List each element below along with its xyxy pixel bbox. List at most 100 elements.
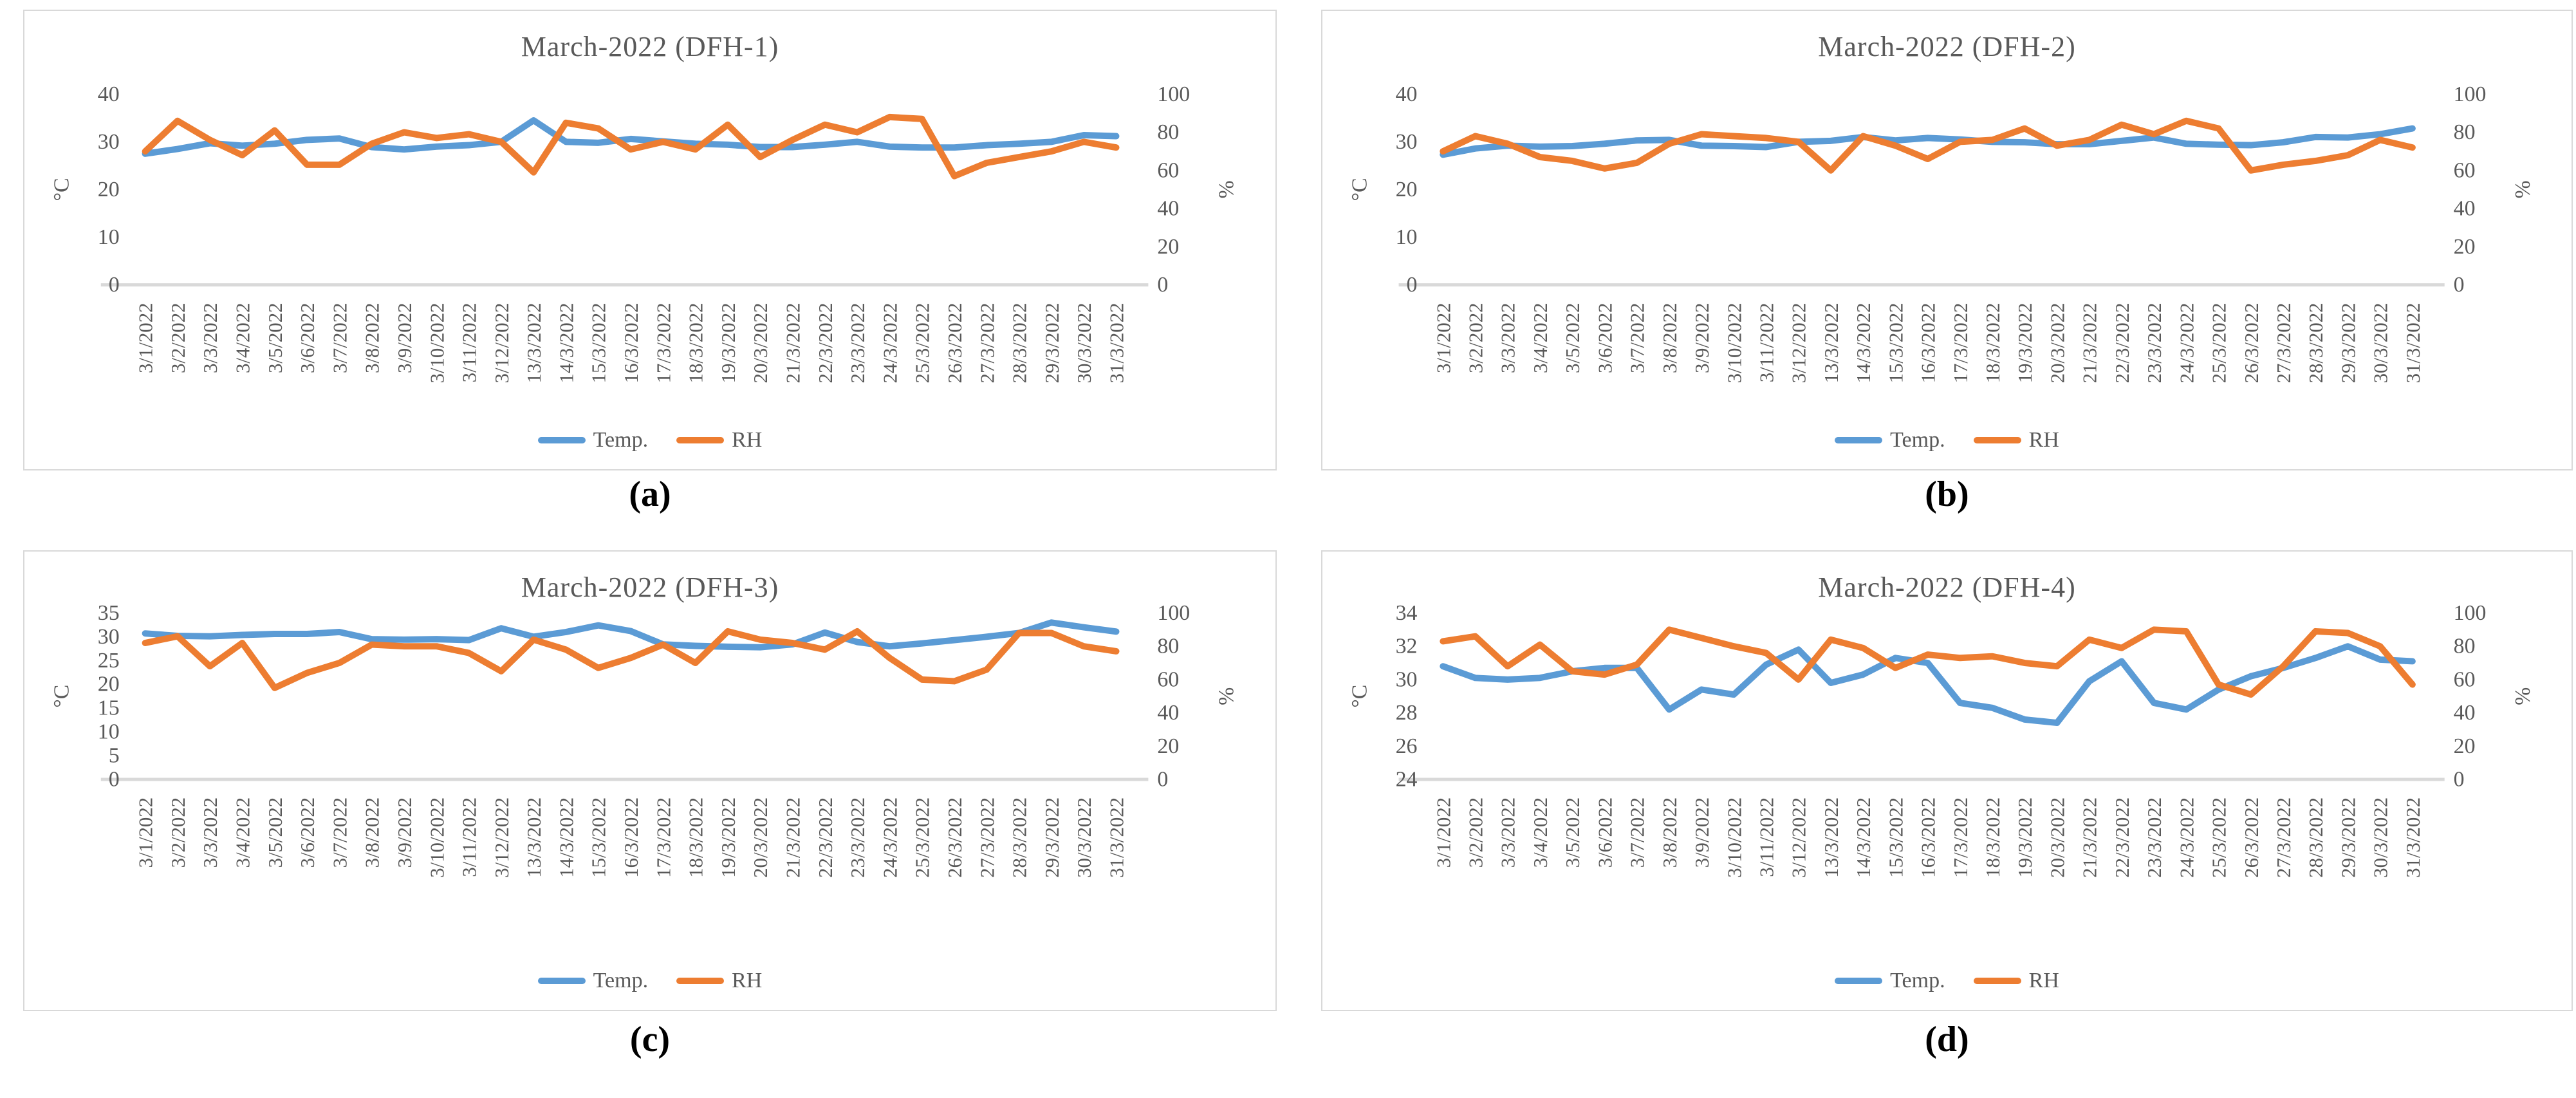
right-axis-tick-label: 20 [1157, 734, 1179, 758]
x-axis-date-label: 3/9/2022 [393, 302, 416, 373]
x-axis-date-label: 3/9/2022 [393, 797, 416, 868]
x-axis-date-label: 3/12/2022 [1788, 302, 1810, 383]
temp-legend-label: Temp. [1890, 969, 1945, 992]
x-axis-date-label: 3/2/2022 [1465, 797, 1487, 868]
rh-legend-label: RH [2028, 428, 2059, 452]
x-axis-date-label: 3/9/2022 [1691, 797, 1713, 868]
right-axis-tick-label: 20 [2454, 235, 2476, 259]
right-axis-tick-label: 0 [1157, 273, 1168, 297]
right-axis-tick-label: 60 [1157, 158, 1179, 182]
right-axis-tick-label: 80 [1157, 120, 1179, 144]
rh-legend-label: RH [2028, 969, 2059, 992]
x-axis-date-label: 26/3/2022 [2241, 302, 2263, 383]
x-axis-date-label: 22/3/2022 [2111, 302, 2133, 383]
x-axis-date-label: 3/9/2022 [1691, 302, 1713, 373]
right-axis-tick-label: 20 [2454, 734, 2476, 758]
x-axis-date-label: 22/3/2022 [2111, 797, 2133, 878]
x-axis-date-label: 3/6/2022 [1594, 302, 1616, 373]
x-axis-date-label: 24/3/2022 [878, 797, 901, 878]
x-axis-date-label: 15/3/2022 [1885, 797, 1907, 878]
x-axis-date-label: 21/3/2022 [2079, 302, 2101, 383]
x-axis-date-label: 3/8/2022 [1659, 797, 1681, 868]
x-axis-date-label: 20/3/2022 [2046, 797, 2068, 878]
x-axis-date-label: 30/3/2022 [2370, 302, 2392, 383]
left-axis-tick-label: 10 [98, 225, 120, 249]
x-axis-date-label: 16/3/2022 [620, 797, 642, 878]
left-axis-tick-label: 20 [98, 673, 120, 696]
x-axis-date-label: 30/3/2022 [1073, 797, 1095, 878]
right-axis-unit-label: % [2511, 180, 2535, 198]
x-axis-date-label: 3/10/2022 [1723, 797, 1745, 878]
x-axis-date-label: 19/3/2022 [717, 797, 739, 878]
left-axis-tick-label: 34 [1396, 601, 1418, 625]
x-axis-date-label: 19/3/2022 [2014, 797, 2036, 878]
x-axis-date-label: 14/3/2022 [1853, 797, 1875, 878]
x-axis-date-label: 28/3/2022 [2305, 797, 2327, 878]
x-axis-date-label: 16/3/2022 [1918, 302, 1940, 383]
rh-line-swatch [1973, 437, 2021, 443]
x-axis-date-label: 17/3/2022 [652, 797, 674, 878]
right-axis-tick-label: 40 [1157, 197, 1179, 221]
x-axis-date-label: 29/3/2022 [1041, 302, 1063, 383]
x-axis-date-label: 3/5/2022 [264, 302, 286, 373]
temp-series-line [1440, 643, 2416, 727]
rh-series-line [142, 628, 1120, 691]
x-axis-date-label: 3/10/2022 [1723, 302, 1745, 383]
right-axis-tick-label: 80 [2454, 635, 2476, 658]
plot-area-d: 34 32 30 28 26 24 100 80 60 40 20 0 °C % 3/1/2022 3/2/2… [1348, 601, 2535, 878]
x-axis-date-label: 3/1/2022 [134, 302, 157, 373]
x-axis-date-label: 27/3/2022 [976, 797, 998, 878]
chart-panel-b: 40 30 20 10 0 100 80 60 40 20 0 °C% 3/1/2022 3/2/2022… [1321, 10, 2573, 470]
chart-title-d: March-2022 (DFH-4) [1818, 572, 2076, 603]
temp-line-swatch [537, 437, 586, 443]
left-axis-tick-label: 28 [1396, 701, 1418, 725]
x-axis-date-label: 31/3/2022 [1105, 797, 1127, 878]
left-axis-unit-label: °C [50, 685, 73, 708]
chart-legend-b: Temp. RH [1322, 428, 2571, 452]
x-axis-date-label: 3/5/2022 [1562, 797, 1584, 868]
rh-line-swatch [676, 437, 725, 443]
legend-item-rh: RH [676, 428, 762, 452]
x-axis-date-label: 3/6/2022 [296, 797, 319, 868]
right-axis-tick-label: 60 [2454, 158, 2476, 182]
x-axis-date-label: 22/3/2022 [814, 797, 837, 878]
x-axis-date-label: 23/3/2022 [2144, 797, 2165, 878]
x-axis-date-label: 3/3/2022 [1497, 797, 1519, 868]
x-axis-date-label: 13/3/2022 [1821, 797, 1842, 878]
left-axis-tick-label: 30 [98, 130, 120, 154]
legend-item-temp: Temp. [1835, 428, 1945, 452]
panel-letter-b: (b) [1925, 474, 1969, 514]
left-axis-tick-label: 20 [1396, 178, 1418, 201]
x-axis-date-label: 14/3/2022 [555, 302, 577, 383]
left-axis-tick-label: 24 [1396, 768, 1418, 792]
x-axis-date-label: 26/3/2022 [943, 797, 966, 878]
x-axis-date-label: 17/3/2022 [652, 302, 674, 383]
x-axis-date-label: 3/4/2022 [1530, 797, 1552, 868]
x-axis-date-label: 27/3/2022 [976, 302, 998, 383]
x-axis-date-label: 3/4/2022 [1530, 302, 1552, 373]
left-axis-tick-label: 30 [1396, 667, 1418, 691]
left-axis-tick-label: 20 [98, 178, 120, 201]
x-axis-date-label: 23/3/2022 [2144, 302, 2165, 383]
x-axis-date-label: 18/3/2022 [685, 797, 707, 878]
left-axis-tick-label: 15 [98, 696, 120, 720]
x-axis-date-label: 3/11/2022 [458, 797, 481, 877]
x-axis-date-label: 27/3/2022 [2273, 797, 2295, 878]
chart-legend-a: Temp. RH [24, 428, 1275, 452]
x-axis-date-label: 3/3/2022 [199, 797, 221, 868]
temp-series-line [142, 117, 1120, 157]
x-axis-date-label: 3/10/2022 [425, 302, 448, 383]
chart-panel-d: 34 32 30 28 26 24 100 80 60 40 20 0 °C% 3/1/2022 3/2/2… [1321, 550, 2573, 1011]
right-axis-tick-label: 80 [2454, 120, 2476, 144]
left-axis-tick-label: 40 [1396, 82, 1418, 106]
x-axis-date-label: 3/1/2022 [1432, 797, 1454, 868]
left-axis-tick-label: 40 [98, 82, 120, 106]
x-axis-date-label: 30/3/2022 [1073, 302, 1095, 383]
chart-title-b: March-2022 (DFH-2) [1818, 31, 2076, 62]
x-axis-date-label: 3/8/2022 [361, 302, 384, 373]
x-axis-date-label: 3/12/2022 [1788, 797, 1810, 878]
x-axis-date-label: 3/6/2022 [1594, 797, 1616, 868]
